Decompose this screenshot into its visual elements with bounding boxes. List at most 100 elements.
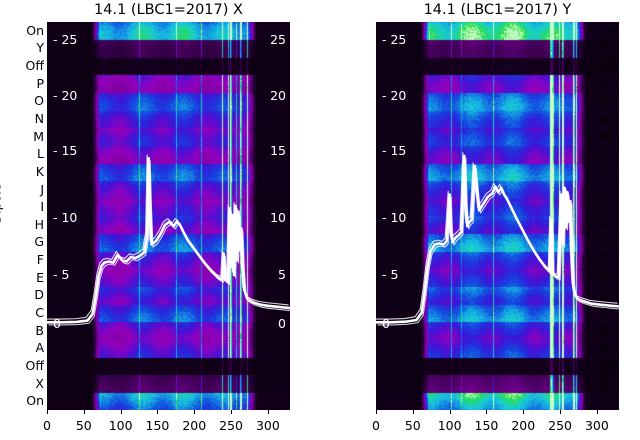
category-label-left-6: M [33, 128, 44, 144]
category-label-right-17: B [600, 322, 609, 338]
heatmap-image-x [47, 22, 290, 410]
category-label-right-7: L [600, 146, 607, 162]
ytick2-left-5: - 5 [382, 267, 399, 282]
xtick-label-right-200: 200 [511, 418, 536, 433]
ytick2-left-0: 0 [382, 316, 390, 331]
ytick-left-5: - 5 [53, 267, 70, 282]
category-label-right-11: H [600, 216, 610, 232]
xtick-label-left-0: 0 [43, 418, 51, 433]
category-label-left-5: N [34, 111, 44, 126]
category-label-right-6: M [600, 128, 611, 144]
xtick-label-right-50: 50 [404, 418, 421, 433]
xtick-mark-left-150 [157, 410, 159, 414]
category-label-right-12: G [600, 234, 610, 250]
ytick-left-15: - 15 [53, 143, 78, 158]
category-label-left-0: On [26, 22, 44, 38]
ytick2-left-20: - 20 [382, 88, 407, 103]
ytick-left-0: 0 [53, 316, 61, 331]
xtick-label-right-100: 100 [437, 418, 462, 433]
category-label-right-20: X [600, 375, 609, 391]
category-axis-right: On Y Off P O N M L K J I H G F E D C B A Off X On [596, 22, 640, 410]
panel-title-left: 14.1 (LBC1=2017) X [94, 2, 243, 18]
ytick-left-25: - 25 [53, 32, 78, 47]
xtick-mark-right-300 [596, 410, 598, 414]
category-label-right-16: C [600, 305, 609, 320]
category-label-right-1: Y [600, 40, 608, 56]
xtick-mark-left-50 [83, 410, 85, 414]
category-label-left-13: F [36, 252, 44, 268]
category-label-left-8: K [35, 163, 44, 179]
ytick-left-20: - 20 [53, 88, 78, 103]
xtick-mark-left-100 [120, 410, 122, 414]
xtick-label-left-100: 100 [108, 418, 133, 433]
category-label-right-8: K [600, 163, 609, 179]
category-axis-left: On Y Off P O N M L K J I H G F E D C B A Off X On [2, 22, 46, 410]
category-label-right-9: J [600, 181, 604, 197]
xtick-mark-left-300 [267, 410, 269, 414]
plot-area-y[interactable]: - 25 - 20 - 15 - 10 - 5 0 [376, 22, 619, 410]
xtick-label-right-150: 150 [474, 418, 499, 433]
category-label-right-15: D [600, 287, 610, 303]
category-label-left-15: D [34, 287, 44, 303]
category-label-right-10: I [600, 199, 604, 215]
ytick-right-10: 10 [270, 210, 286, 225]
xtick-label-left-300: 300 [255, 418, 280, 433]
ytick-right-0: 0 [278, 316, 286, 331]
xtick-mark-right-150 [486, 410, 488, 414]
category-label-right-13: F [600, 252, 608, 268]
xtick-label-right-250: 250 [548, 418, 573, 433]
category-label-right-5: N [600, 111, 610, 126]
xtick-label-left-150: 150 [145, 418, 170, 433]
category-label-left-3: P [36, 75, 44, 91]
xtick-mark-left-250 [231, 410, 233, 414]
ytick-right-20: 20 [270, 88, 286, 103]
y-axis-label: Dipole [0, 183, 4, 224]
category-label-left-18: A [35, 340, 44, 356]
xtick-mark-left-200 [194, 410, 196, 414]
category-label-left-7: L [37, 146, 44, 162]
ytick-right-25: 25 [270, 32, 286, 47]
category-label-right-0: On [600, 22, 618, 38]
category-label-left-20: X [35, 375, 44, 391]
x-axis-left: 0 50 100 150 200 250 300 [43, 410, 290, 438]
category-label-left-1: Y [36, 40, 44, 56]
category-label-left-11: H [34, 216, 44, 232]
category-label-left-14: E [36, 269, 44, 285]
category-label-left-9: J [40, 181, 44, 197]
category-label-left-2: Off [25, 58, 44, 74]
category-label-right-18: A [600, 340, 609, 356]
category-label-left-16: C [35, 305, 44, 320]
category-label-right-21: On [600, 393, 618, 409]
x-axis-right: 0 50 100 150 200 250 300 [372, 410, 619, 438]
xtick-mark-right-200 [523, 410, 525, 414]
category-label-right-19: Off [600, 357, 619, 373]
ytick-right-5: 5 [278, 267, 286, 282]
xtick-label-left-250: 250 [219, 418, 244, 433]
xtick-mark-right-250 [560, 410, 562, 414]
category-label-right-14: E [600, 269, 608, 285]
category-label-left-17: B [35, 322, 44, 338]
xtick-mark-right-50 [412, 410, 414, 414]
category-label-right-3: P [600, 75, 608, 91]
ytick-right-15: 15 [270, 143, 286, 158]
xtick-label-right-0: 0 [372, 418, 380, 433]
ytick2-left-10: - 10 [382, 210, 407, 225]
heatmap-image-y [376, 22, 619, 410]
xtick-mark-left-0 [47, 410, 48, 414]
category-label-right-4: O [600, 93, 610, 109]
xtick-label-right-300: 300 [584, 418, 609, 433]
trace-overlay-y [376, 152, 619, 326]
category-label-left-19: Off [25, 357, 44, 373]
xtick-mark-right-100 [449, 410, 451, 414]
panel-title-right: 14.1 (LBC1=2017) Y [423, 2, 572, 18]
category-label-left-10: I [40, 199, 44, 215]
xtick-label-left-200: 200 [182, 418, 207, 433]
xtick-label-left-50: 50 [75, 418, 92, 433]
ytick2-left-25: - 25 [382, 32, 407, 47]
xtick-mark-right-0 [376, 410, 377, 414]
plot-area-x[interactable]: - 25 - 20 - 15 - 10 - 5 0 25 20 15 10 5 … [47, 22, 290, 410]
trace-overlay-x [47, 154, 290, 326]
category-label-left-21: On [26, 393, 44, 409]
category-label-left-4: O [34, 93, 44, 109]
